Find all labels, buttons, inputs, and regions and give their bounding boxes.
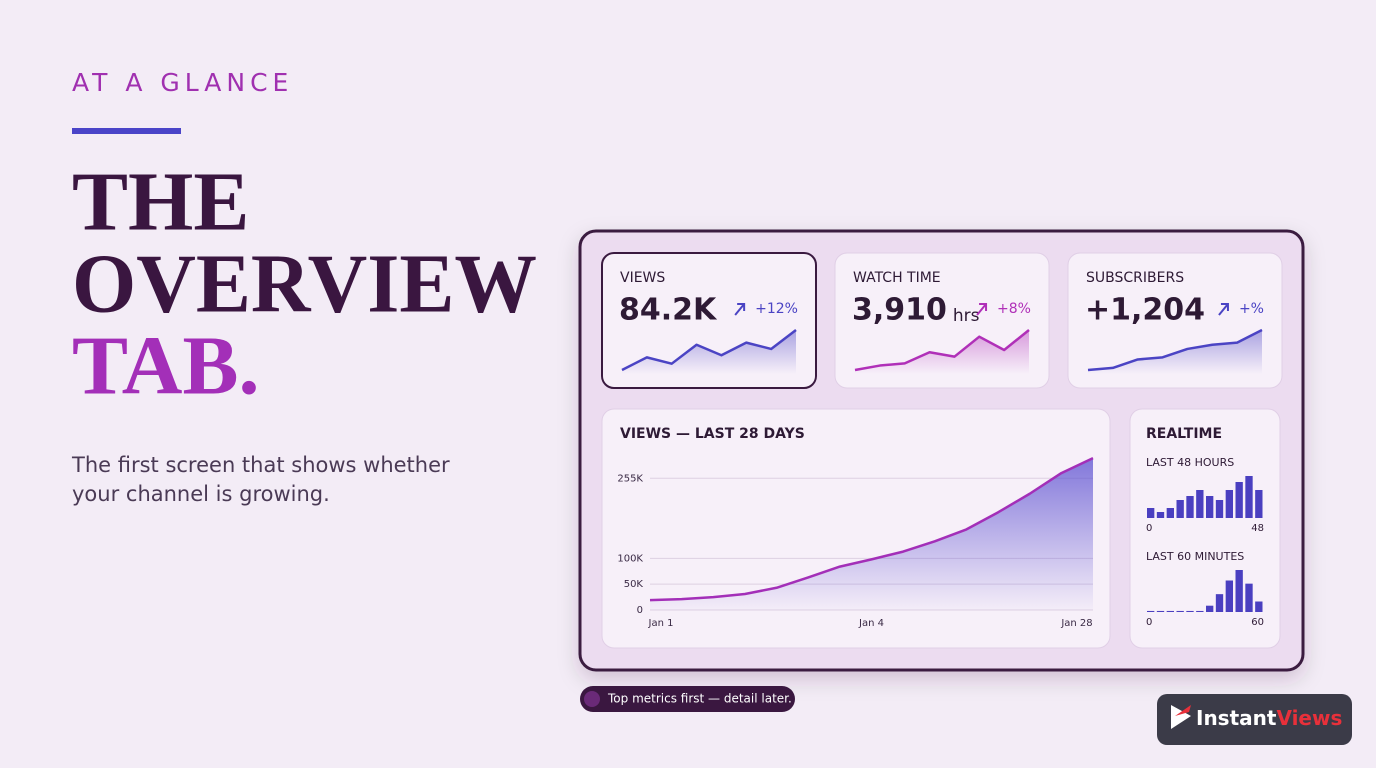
bar [1147,508,1155,518]
trend-arrow [734,303,746,316]
title-line: OVERVIEW [72,237,537,330]
metric-unit: hrs [953,306,980,326]
metric-change: +% [1239,301,1264,317]
logo-part: Views [1276,706,1342,730]
metric-value: +1,204 [1085,293,1205,328]
accent-bar [72,128,181,134]
sparkline [854,329,1030,372]
metric-change: +12% [755,301,798,317]
sparkline [1087,328,1263,372]
subtitle: The first screen that shows whether [71,453,450,477]
title-line: TAB. [72,319,259,412]
bar [1147,610,1155,612]
title-line: THE [72,155,249,248]
y-tick-label: 255K [617,473,643,484]
y-tick-label: 100K [617,553,643,564]
bar [1235,570,1243,612]
bar [1176,610,1184,612]
metric-value: 84.2K [619,293,718,328]
x-tick-label: Jan 28 [1060,618,1092,629]
bar [1186,496,1194,518]
bar [1225,490,1233,518]
panel-title: REALTIME [1146,426,1222,442]
metric-value: 3,910 [852,293,947,328]
metric-label: VIEWS [620,270,665,286]
x-tick-label: 0 [1146,523,1152,534]
bar [1186,610,1194,612]
footnote: Top metrics first — detail later. [607,692,792,706]
bar [1215,594,1224,612]
realtime-label: LAST 60 MINUTES [1146,550,1244,563]
metric-change: +8% [997,301,1031,317]
bar [1245,583,1253,612]
cards: VIEWS 84.2K +12% WATCH TIME 3,910 hrs +8% SUBSC… [601,252,1283,389]
line [649,456,1094,602]
y-tick-label: 0 [637,605,643,616]
sparkline-area [1088,330,1262,374]
bar [1215,500,1224,518]
bar [1156,512,1165,518]
bar [1255,601,1263,612]
realtime-label: LAST 48 HOURS [1146,456,1234,469]
metric-label: WATCH TIME [853,270,941,286]
bar [1225,580,1233,612]
logo: InstantViews [1196,706,1342,730]
logo-box [1157,694,1352,745]
x-tick-label: 60 [1251,617,1264,628]
bar [1156,610,1165,612]
x-tick-label: 48 [1251,523,1264,534]
logo-part: Instant [1196,706,1277,730]
bar [1166,610,1174,612]
y-tick-label: 50K [624,579,644,590]
bar [1235,482,1243,518]
logo-icon [1171,705,1191,729]
footnote-icon [584,691,600,707]
x-tick-label: Jan 4 [858,618,884,629]
subtitle: your channel is growing. [72,482,330,506]
trend-arrow [976,303,988,316]
area [650,458,1093,610]
x-tick-label: 0 [1146,617,1152,628]
trend-arrow [1218,303,1229,316]
eyebrow: AT A GLANCE [72,68,293,97]
metric-label: SUBSCRIBERS [1086,270,1184,286]
bar [1196,490,1204,518]
bar [1206,496,1214,518]
sparkline [621,329,797,372]
bar [1196,610,1204,612]
x-tick-label: Jan 1 [648,618,674,629]
logo-icon [1175,705,1191,716]
bar [1255,490,1263,518]
bar [1206,605,1214,612]
panel-title: VIEWS — LAST 28 DAYS [620,426,805,442]
bar [1176,500,1184,518]
footnote-pill [580,686,795,712]
bar [1166,508,1174,518]
bar [1245,476,1253,518]
